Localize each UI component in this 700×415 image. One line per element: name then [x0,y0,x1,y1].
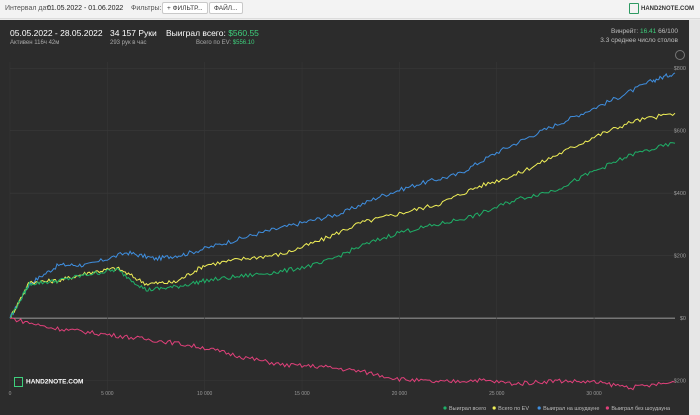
y-tick-label: $600 [674,129,686,135]
brand-text: HAND2NOTE.COM [640,6,694,13]
legend-marker [605,406,609,410]
legend-marker [492,406,496,410]
won-value: $560.55 [228,28,259,38]
x-tick-label: 0 [9,391,12,397]
x-tick-label: 30 000 [586,391,602,397]
legend-label: Выиграл без шоудауна [611,406,671,412]
x-tick-label: 20 000 [392,391,408,397]
winrate-stats: Вин​рейт: 16.41 66/100 3.3 среднее число… [600,28,678,44]
winrate-rest: 66/100 [658,28,678,35]
scrollbar[interactable] [689,20,700,415]
plus-icon: + [167,5,173,12]
graph-panel: 05.05.2022 - 28.05.2022 Активен 116ч 42м… [0,20,689,415]
x-tick-label: 15 000 [294,391,310,397]
hands-count: 34 157 Руки [110,28,157,38]
brand-mark-icon [628,3,639,14]
won-total: Выиграл всего: $560.55 [166,28,259,38]
winrate-value: 16.41 [640,28,657,35]
filter-button-label: ФИЛЬТР... [172,5,203,12]
series-line [9,142,676,319]
file-button-label: ФАЙЛ... [214,5,238,12]
watermark-text: HAND2NOTE.COM [26,378,84,386]
ev-value: $556.10 [232,40,255,46]
active-time: Активен 116ч 42м [10,40,60,46]
filters-label: Фильтры: [131,5,162,12]
legend-marker [537,406,541,410]
x-tick-label: 25 000 [489,391,505,397]
file-button[interactable]: ФАЙЛ... [209,2,243,14]
date-interval-label: Интервал дат: [5,5,52,12]
y-tick-label: $800 [674,66,686,72]
legend-label: Выиграл всего [449,406,486,412]
filter-button[interactable]: + ФИЛЬТР... [162,2,208,14]
y-tick-label: $400 [674,191,686,197]
y-tick-label: $200 [674,254,686,260]
series-line [10,317,676,391]
settings-icon[interactable] [675,50,685,60]
x-tick-label: 10 000 [197,391,213,397]
avg-tables: 3.3 среднее число столов [600,37,678,44]
ev-label: Всего по EV: [196,40,232,46]
won-label: Выиграл всего: [166,28,226,38]
series-line [9,72,676,319]
date-range: 05.05.2022 - 28.05.2022 [10,28,103,38]
legend-label: Всего по EV [498,406,529,412]
date-interval-value[interactable]: 01.05.2022 - 01.06.2022 [47,5,124,12]
watermark-mark-icon [14,377,23,387]
legend-marker [443,406,447,410]
hands-rate: 293 рук в час [110,40,147,46]
series-line [9,112,676,319]
chevron-down-icon[interactable]: ⌄ [116,5,122,12]
y-tick-label: $0 [680,316,686,322]
winrate: Вин​рейт: 16.41 66/100 [600,28,678,35]
x-tick-label: 5 000 [101,391,114,397]
legend-label: Выиграл на шоудауне [543,406,599,412]
y-tick-label: -$200 [672,379,686,385]
winrate-label: Вин​рейт: [611,28,639,35]
watermark-logo: HAND2NOTE.COM [14,377,83,387]
brand-logo: HAND2NOTE.COM [628,3,694,14]
ev-total: Всего по EV: $556.10 [196,40,254,46]
graph-chart: -$200 $0 $200 $400 $600 $800 0 5 000 10 000 15 00… [9,62,686,412]
toolbar: Интервал дат: 01.05.2022 - 01.06.2022 ⌄ … [0,0,700,19]
